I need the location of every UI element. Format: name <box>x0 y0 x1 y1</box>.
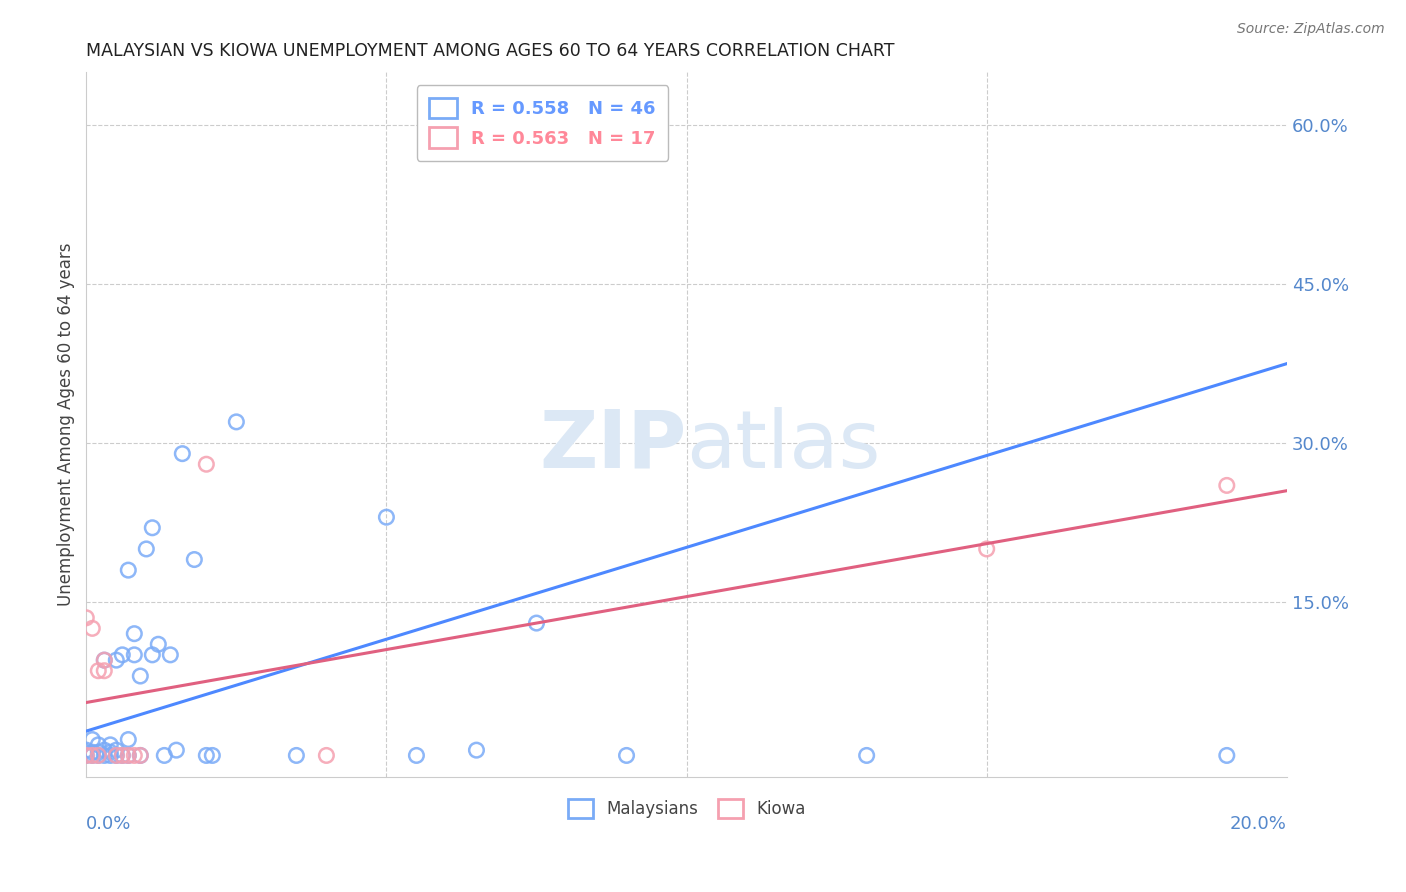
Legend: Malaysians, Kiowa: Malaysians, Kiowa <box>561 792 813 824</box>
Point <box>93 653 115 667</box>
Point <box>111 748 134 763</box>
Point <box>195 748 218 763</box>
Point <box>117 748 139 763</box>
Text: Source: ZipAtlas.com: Source: ZipAtlas.com <box>1237 22 1385 37</box>
Point <box>129 748 152 763</box>
Point <box>1216 748 1239 763</box>
Point <box>87 748 110 763</box>
Point <box>855 748 877 763</box>
Point <box>105 748 128 763</box>
Point <box>124 626 146 640</box>
Text: 0.0%: 0.0% <box>86 815 132 833</box>
Point <box>105 653 128 667</box>
Point <box>285 748 308 763</box>
Point <box>129 669 152 683</box>
Point <box>93 748 115 763</box>
Point <box>405 748 427 763</box>
Text: atlas: atlas <box>686 407 882 484</box>
Point <box>87 748 110 763</box>
Point <box>153 748 176 763</box>
Point <box>75 748 97 763</box>
Point <box>315 748 337 763</box>
Point <box>976 541 998 556</box>
Point <box>201 748 224 763</box>
Point <box>195 457 218 471</box>
Point <box>87 738 110 752</box>
Point <box>98 738 121 752</box>
Point <box>124 748 146 763</box>
Point <box>141 648 163 662</box>
Point <box>93 664 115 678</box>
Point <box>82 748 104 763</box>
Point <box>75 611 97 625</box>
Point <box>93 653 115 667</box>
Point <box>75 748 97 763</box>
Point <box>616 748 638 763</box>
Point <box>129 748 152 763</box>
Point <box>159 648 181 662</box>
Point <box>183 552 205 566</box>
Point <box>172 447 194 461</box>
Y-axis label: Unemployment Among Ages 60 to 64 years: Unemployment Among Ages 60 to 64 years <box>58 243 75 607</box>
Point <box>375 510 398 524</box>
Point <box>465 743 488 757</box>
Point <box>225 415 247 429</box>
Point <box>117 732 139 747</box>
Point <box>93 743 115 757</box>
Point <box>117 563 139 577</box>
Point <box>111 648 134 662</box>
Point <box>148 637 170 651</box>
Point <box>105 748 128 763</box>
Point <box>98 745 121 759</box>
Point <box>98 748 121 763</box>
Point <box>124 648 146 662</box>
Point <box>82 732 104 747</box>
Point <box>87 745 110 759</box>
Point <box>165 743 187 757</box>
Text: MALAYSIAN VS KIOWA UNEMPLOYMENT AMONG AGES 60 TO 64 YEARS CORRELATION CHART: MALAYSIAN VS KIOWA UNEMPLOYMENT AMONG AG… <box>86 42 894 60</box>
Point <box>82 745 104 759</box>
Point <box>117 748 139 763</box>
Point <box>75 743 97 757</box>
Point <box>82 621 104 635</box>
Point <box>82 748 104 763</box>
Point <box>141 521 163 535</box>
Text: 20.0%: 20.0% <box>1230 815 1286 833</box>
Point <box>111 748 134 763</box>
Point <box>135 541 157 556</box>
Point <box>105 743 128 757</box>
Text: ZIP: ZIP <box>540 407 686 484</box>
Point <box>87 664 110 678</box>
Point <box>526 616 548 631</box>
Point <box>1216 478 1239 492</box>
